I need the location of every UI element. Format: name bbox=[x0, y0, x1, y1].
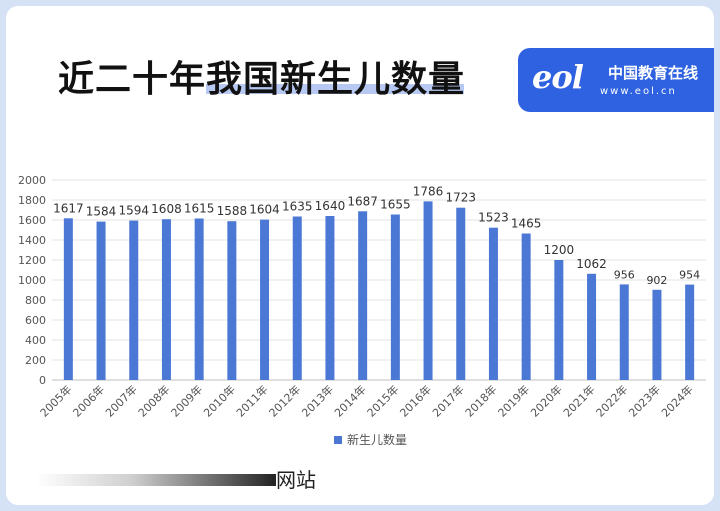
x-tick-label: 2015年 bbox=[364, 382, 401, 419]
x-tick-label: 2005年 bbox=[37, 382, 74, 419]
footer-bar bbox=[36, 474, 276, 486]
bar bbox=[358, 211, 368, 380]
data-label: 1062 bbox=[576, 257, 607, 271]
y-tick-label: 0 bbox=[39, 374, 46, 387]
x-tick-label: 2009年 bbox=[168, 382, 205, 419]
data-label: 1640 bbox=[315, 199, 346, 213]
bar bbox=[521, 233, 531, 380]
y-tick-label: 2000 bbox=[18, 174, 46, 187]
x-tick-label: 2010年 bbox=[200, 382, 237, 419]
footer-label: 网站 bbox=[276, 468, 316, 492]
data-label: 1635 bbox=[282, 200, 313, 214]
y-tick-label: 400 bbox=[25, 334, 46, 347]
x-tick-label: 2014年 bbox=[331, 382, 368, 419]
bar bbox=[423, 201, 433, 380]
card: 近二十年我国新生儿数量 eol 中国教育在线 www.eol.cn 0 200 40… bbox=[6, 6, 714, 505]
title-wrap: 近二十年我国新生儿数量 bbox=[58, 50, 465, 102]
page-title: 近二十年我国新生儿数量 bbox=[58, 59, 466, 100]
y-tick-label: 600 bbox=[25, 314, 46, 327]
x-tick-label: 2022年 bbox=[593, 382, 630, 419]
bar bbox=[325, 216, 335, 380]
logo-url: www.eol.cn bbox=[600, 86, 677, 97]
data-label: 1687 bbox=[347, 194, 378, 208]
bar bbox=[129, 220, 139, 380]
bar-chart: 0 200 400 600 800 1000 1200 1400 1600 1800 2000 16… bbox=[18, 174, 706, 447]
y-tick-label: 200 bbox=[25, 354, 46, 367]
data-label: 956 bbox=[614, 268, 635, 281]
x-tick-label: 2021年 bbox=[560, 382, 597, 419]
bar bbox=[227, 221, 237, 380]
bar bbox=[96, 221, 106, 380]
data-label: 1723 bbox=[445, 191, 476, 205]
y-tick-label: 1000 bbox=[18, 274, 46, 287]
data-label: 1588 bbox=[217, 204, 248, 218]
title-underline bbox=[206, 84, 464, 94]
data-label: 954 bbox=[679, 269, 700, 282]
y-tick-labels: 0 200 400 600 800 1000 1200 1400 1600 1800 2000 bbox=[18, 174, 46, 387]
y-tick-label: 1600 bbox=[18, 214, 46, 227]
bar bbox=[194, 218, 204, 380]
x-tick-label: 2023年 bbox=[626, 382, 663, 419]
logo: eol 中国教育在线 www.eol.cn bbox=[518, 48, 714, 112]
data-label: 1615 bbox=[184, 202, 215, 216]
bar bbox=[63, 218, 73, 380]
x-tick-label: 2017年 bbox=[429, 382, 466, 419]
data-label: 902 bbox=[646, 274, 667, 287]
grid-layer bbox=[52, 179, 706, 381]
data-label: 1465 bbox=[511, 217, 542, 231]
bar bbox=[685, 284, 695, 380]
x-tick-label: 2024年 bbox=[658, 382, 695, 419]
bar bbox=[260, 219, 270, 380]
bar bbox=[456, 207, 466, 380]
y-tick-label: 800 bbox=[25, 294, 46, 307]
data-label: 1523 bbox=[478, 211, 509, 225]
x-tick-label: 2019年 bbox=[495, 382, 532, 419]
x-tick-labels: 2005年2006年2007年2008年2009年2010年2011年2012年… bbox=[37, 382, 696, 419]
data-label: 1594 bbox=[118, 204, 149, 218]
data-label: 1655 bbox=[380, 198, 411, 212]
data-label: 1608 bbox=[151, 202, 182, 216]
legend-swatch bbox=[334, 436, 342, 444]
x-tick-label: 2020年 bbox=[527, 382, 564, 419]
logo-mark: eol bbox=[532, 58, 584, 96]
y-tick-label: 1800 bbox=[18, 194, 46, 207]
bar bbox=[390, 214, 400, 380]
bar bbox=[619, 284, 629, 380]
data-label: 1604 bbox=[249, 203, 280, 217]
bar bbox=[587, 273, 597, 380]
x-tick-label: 2011年 bbox=[233, 382, 270, 419]
bar bbox=[554, 260, 564, 380]
logo-name: 中国教育在线 bbox=[608, 64, 699, 82]
legend-label: 新生儿数量 bbox=[347, 432, 407, 447]
x-tick-label: 2018年 bbox=[462, 382, 499, 419]
x-tick-label: 2007年 bbox=[102, 382, 139, 419]
bar bbox=[652, 289, 662, 380]
x-tick-label: 2006年 bbox=[70, 382, 107, 419]
bar bbox=[488, 227, 498, 380]
bar bbox=[292, 216, 302, 380]
legend: 新生儿数量 bbox=[334, 432, 407, 447]
data-label: 1786 bbox=[413, 184, 444, 198]
bars bbox=[63, 201, 695, 380]
data-label: 1617 bbox=[53, 201, 84, 215]
y-tick-label: 1200 bbox=[18, 254, 46, 267]
bar bbox=[161, 219, 171, 380]
x-tick-label: 2008年 bbox=[135, 382, 172, 419]
data-label: 1200 bbox=[544, 243, 575, 257]
data-label: 1584 bbox=[86, 205, 117, 219]
data-labels: 1617 1584 1594 1608 1615 1588 1604 1635 1640 1687… bbox=[53, 184, 700, 286]
x-tick-label: 2016年 bbox=[397, 382, 434, 419]
y-tick-label: 1400 bbox=[18, 234, 46, 247]
x-tick-label: 2013年 bbox=[299, 382, 336, 419]
x-tick-label: 2012年 bbox=[266, 382, 303, 419]
